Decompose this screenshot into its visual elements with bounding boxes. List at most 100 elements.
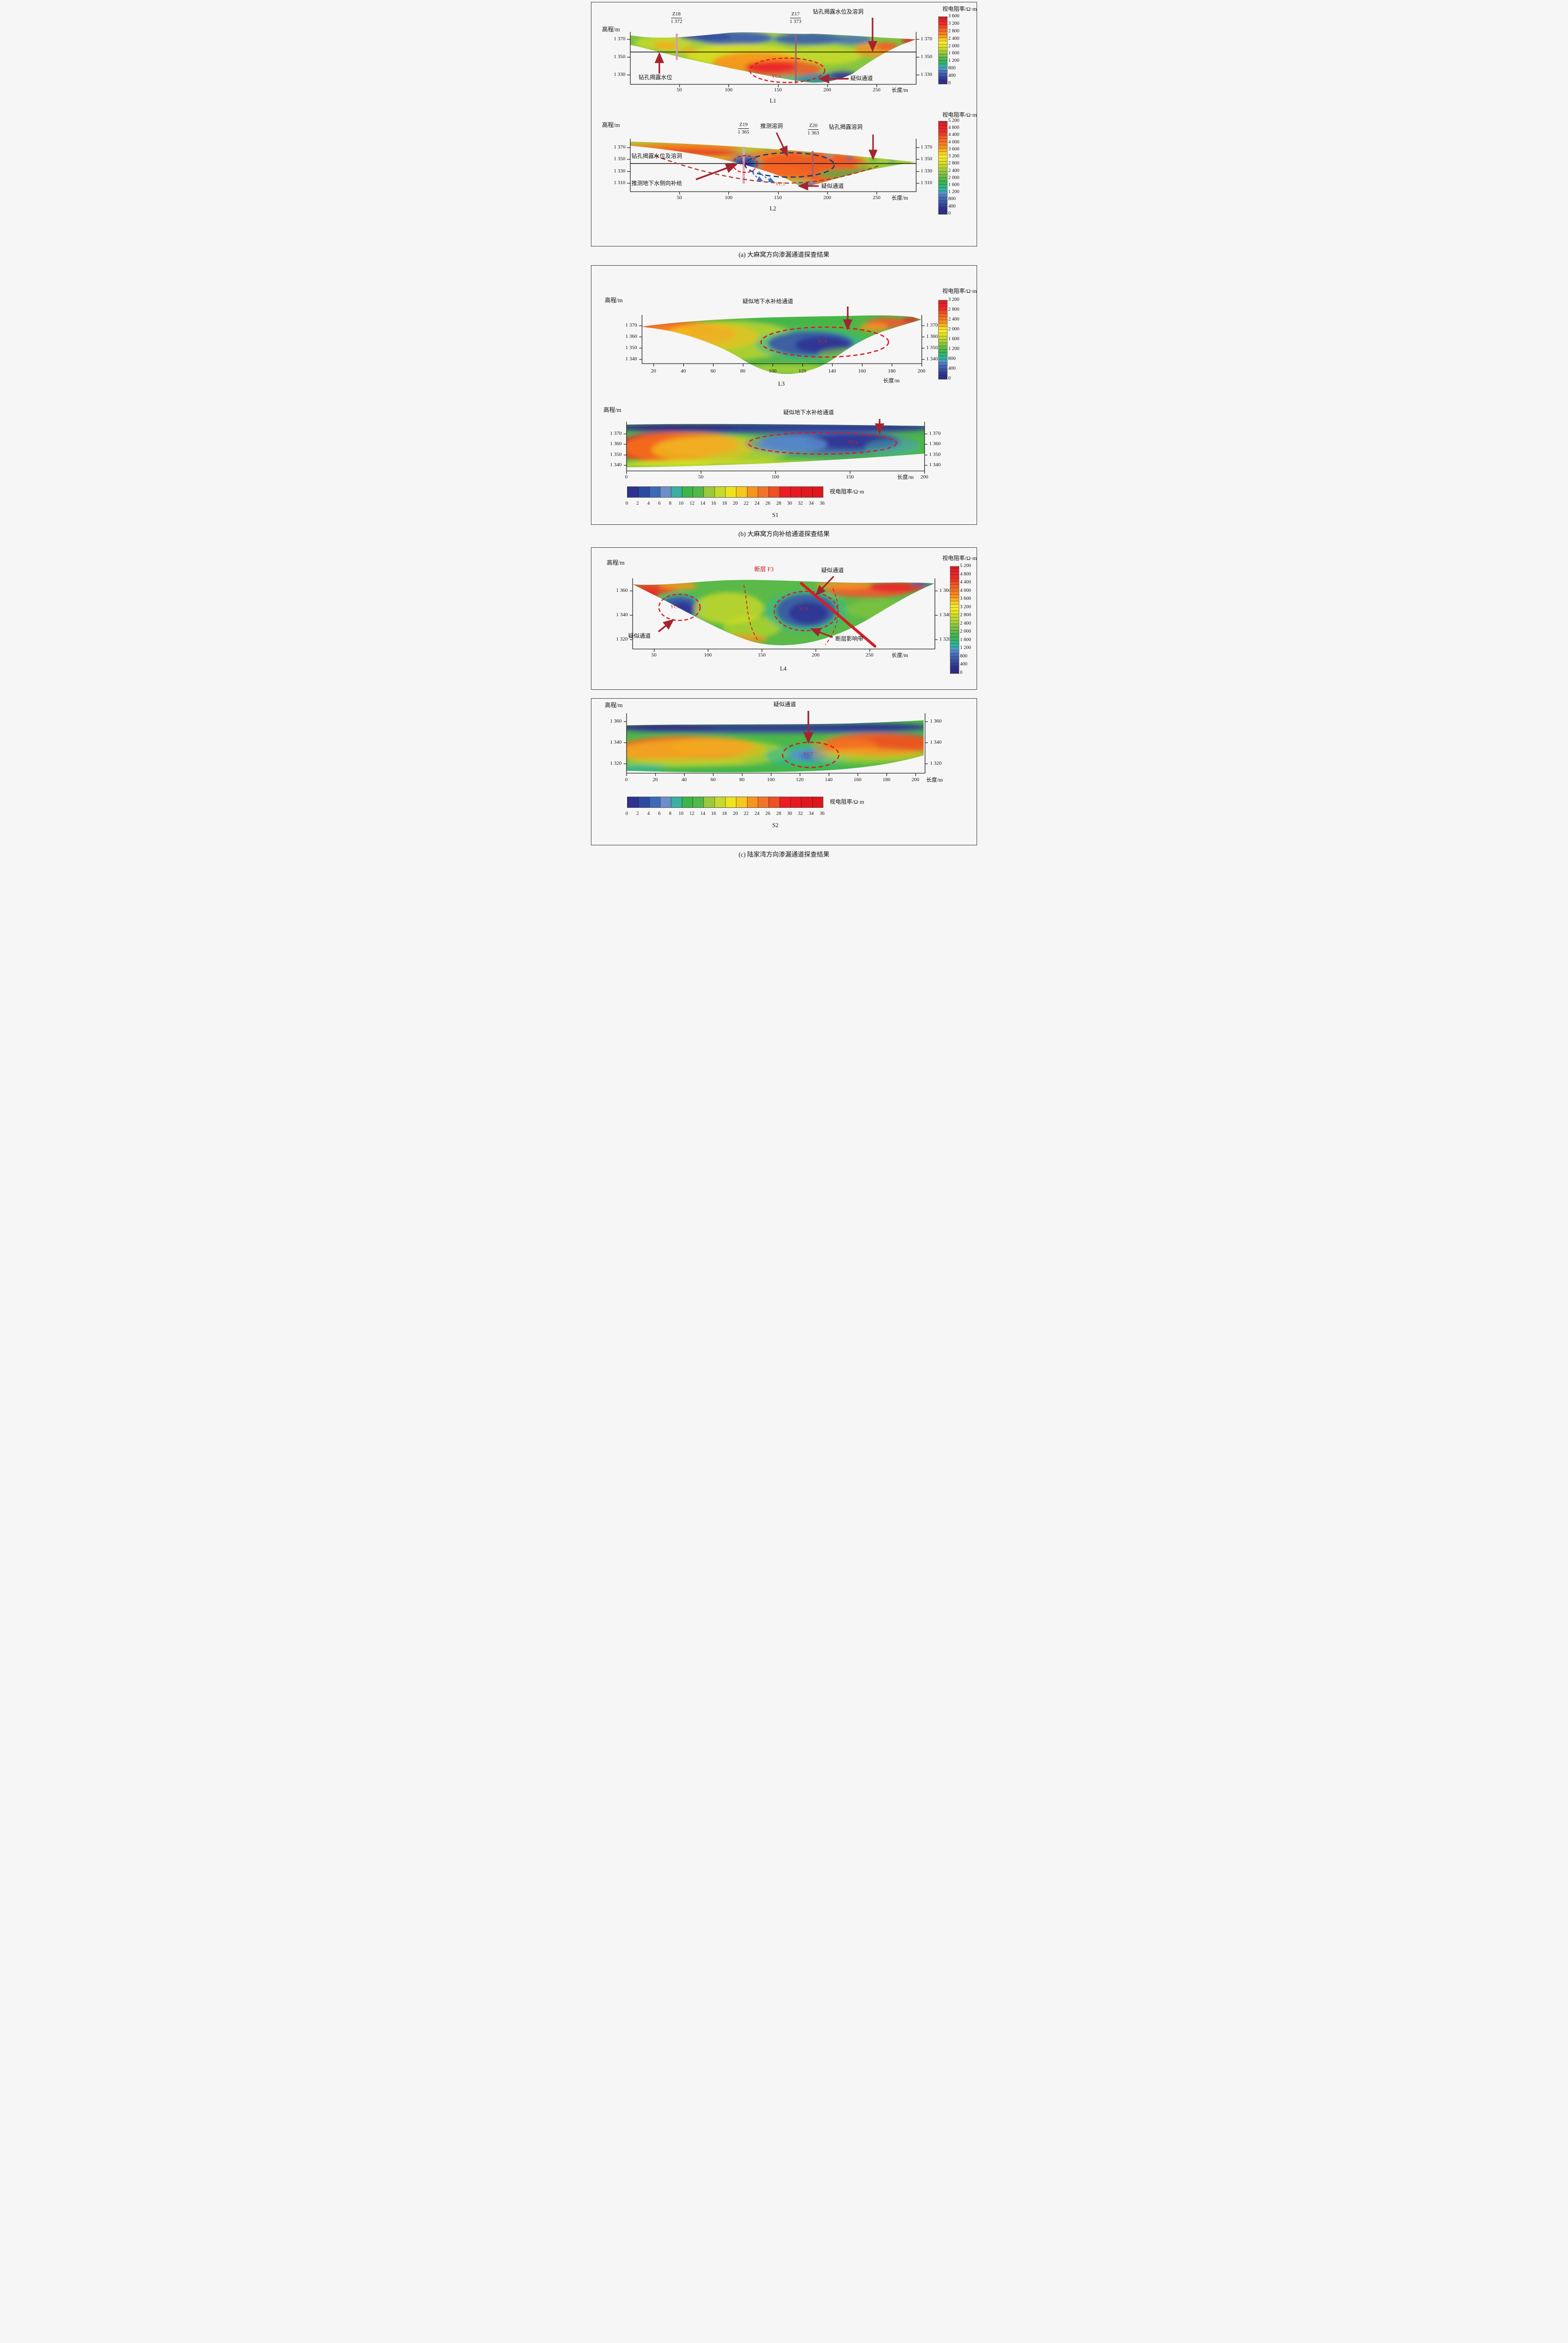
x-tick-label: 50 — [651, 652, 657, 658]
colorbar-tick-label: 1 200 — [948, 346, 960, 351]
x-tick-label: 100 — [771, 474, 779, 480]
L4-arrow-suspected-channel-left — [657, 619, 674, 633]
x-tick-label: 200 — [920, 474, 928, 480]
S2-xaxis-label: 长度/m — [926, 777, 943, 783]
colorbar-tick-label: 14 — [700, 501, 705, 506]
x-tick-label: 200 — [823, 195, 831, 201]
x-tick-label: 20 — [651, 368, 656, 374]
y-tick-label: 1 350 — [929, 451, 941, 457]
colorbar-tick-label: 34 — [808, 501, 814, 506]
L2-inferred-cave-ellipse — [744, 152, 835, 178]
L2-xtick-labels: 50 100 150 200 250 — [672, 195, 885, 201]
colorbar-tick-label: 3 200 — [960, 604, 971, 610]
colorbar-tick-label: 4 800 — [960, 571, 971, 577]
L4-section-name: L4 — [780, 665, 787, 672]
y-tick-label: 1 340 — [616, 612, 628, 618]
colorbar-tick-label: 22 — [743, 811, 749, 816]
L2-anomaly-label-YC2: YC2 — [739, 161, 748, 166]
L4-anomaly-YC6-ellipse — [773, 590, 838, 632]
L1-anomaly-label-YC1: YC1 — [771, 74, 781, 79]
colorbar-tick-label: 24 — [754, 501, 760, 506]
colorbar-tick-label: 2 400 — [948, 317, 960, 322]
colorbar-tick-label: 18 — [722, 811, 727, 816]
S1-annotation-recharge-channel: 疑似地下水补给通道 — [783, 409, 834, 416]
colorbar-tick-label: 800 — [948, 66, 956, 71]
y-tick-label: 1 330 — [920, 72, 933, 77]
y-tick-label: 1 350 — [920, 156, 933, 162]
L3-section-name: L3 — [778, 381, 785, 387]
y-tick-label: 1 370 — [920, 144, 933, 150]
y-tick-label: 1 360 — [929, 441, 941, 447]
L2-borehole-Z19-label: Z19 1 365 — [732, 122, 756, 135]
y-tick-label: 1 330 — [920, 168, 933, 174]
L2-anomaly-label-YC3: YC3 — [775, 182, 785, 187]
colorbar-tick-label: 4 400 — [960, 580, 971, 585]
colorbar-tick-label: 32 — [798, 501, 803, 506]
L3-ytick-labels-left: 1 370 1 360 1 350 1 340 — [617, 322, 637, 362]
colorbar-tick-label: 32 — [798, 811, 803, 816]
colorbar-tick-label: 4 400 — [948, 132, 960, 138]
y-tick-label: 1 330 — [613, 72, 626, 77]
x-tick-label: 140 — [825, 777, 833, 783]
colorbar-tick-label: 2 800 — [960, 612, 971, 618]
L2-ytick-labels-right: 1 370 1 350 1 330 1 310 — [921, 144, 941, 186]
borehole-elevation: 1 372 — [671, 19, 682, 24]
S1-xaxis-label: 长度/m — [897, 475, 914, 480]
L3-axes — [639, 315, 925, 366]
x-tick-label: 50 — [677, 87, 682, 93]
colorbar-tick-label: 24 — [754, 811, 760, 816]
y-tick-label: 1 370 — [920, 36, 933, 42]
x-tick-label: 50 — [677, 195, 682, 201]
colorbar-tick-label: 3 600 — [948, 14, 960, 19]
borehole-elevation: 1 373 — [790, 19, 801, 24]
L1-colorbar-title: 视电阻率/Ω·m — [942, 6, 977, 12]
y-tick-label: 1 370 — [625, 322, 637, 328]
L1-borehole-Z18-label: Z18 1 372 — [665, 11, 689, 25]
colorbar-tick-label: 20 — [732, 811, 738, 816]
L2-xaxis-label: 长度/m — [891, 195, 908, 201]
L2-annotation-lateral-recharge: 推测地下水侧向补给 — [631, 180, 682, 187]
y-tick-label: 1 310 — [613, 179, 626, 186]
L1-borehole-Z17 — [795, 35, 797, 83]
x-tick-label: 150 — [774, 87, 782, 93]
S2-section-name: S2 — [772, 822, 779, 828]
y-tick-label: 1 360 — [930, 718, 942, 724]
L1-annotation-suspected-channel: 疑似通道 — [850, 75, 873, 82]
y-tick-label: 1 360 — [610, 718, 622, 724]
colorbar-tick-label: 16 — [711, 811, 717, 816]
colorbar-tick-label: 2 800 — [948, 307, 960, 312]
colorbar-tick-label: 6 — [658, 501, 661, 506]
L2-arrow-lateral-recharge — [695, 163, 738, 180]
L2-annotation-water-and-cave: 钻孔揭露水位及溶洞 — [631, 153, 682, 159]
x-tick-label: 160 — [858, 368, 866, 374]
colorbar-tick-label: 1 200 — [948, 58, 960, 64]
y-tick-label: 1 350 — [613, 156, 626, 162]
L4-anomaly-YC5-ellipse — [658, 593, 701, 621]
colorbar-tick-label: 2 — [636, 501, 639, 506]
L4-axes — [629, 578, 938, 652]
colorbar-tick-label: 400 — [948, 203, 956, 209]
x-tick-label: 100 — [769, 368, 777, 374]
L3-section — [639, 306, 925, 374]
colorbar-tick-label: 2 000 — [948, 43, 960, 49]
x-tick-label: 80 — [739, 777, 745, 783]
colorbar-tick-label: 28 — [776, 501, 781, 506]
S1-colorbar-label: 视电阻率/Ω·m — [829, 488, 865, 495]
x-tick-label: 200 — [918, 368, 926, 374]
colorbar-tick-label: 800 — [948, 356, 956, 361]
L1-colorbar — [938, 16, 948, 84]
L4-ytick-labels-left: 1 360 1 340 1 320 — [607, 588, 628, 642]
L1-xaxis-label: 长度/m — [891, 88, 908, 93]
borehole-id: Z17 — [790, 11, 801, 18]
y-tick-label: 1 320 — [610, 761, 622, 766]
S2-elevation-axis-label: 高程/m — [605, 702, 623, 709]
L4-annotation-suspected-channel-top: 疑似通道 — [821, 567, 844, 574]
colorbar-tick-label: 10 — [679, 501, 684, 506]
x-tick-label: 100 — [724, 87, 733, 93]
S1-colorbar-horizontal — [627, 486, 823, 498]
x-tick-label: 60 — [710, 777, 716, 783]
S1-elevation-axis-label: 高程/m — [603, 407, 621, 413]
x-tick-label: 250 — [873, 195, 881, 201]
colorbar-tick-label: 2 000 — [960, 629, 971, 634]
L4-fault-F3-line — [799, 582, 876, 648]
